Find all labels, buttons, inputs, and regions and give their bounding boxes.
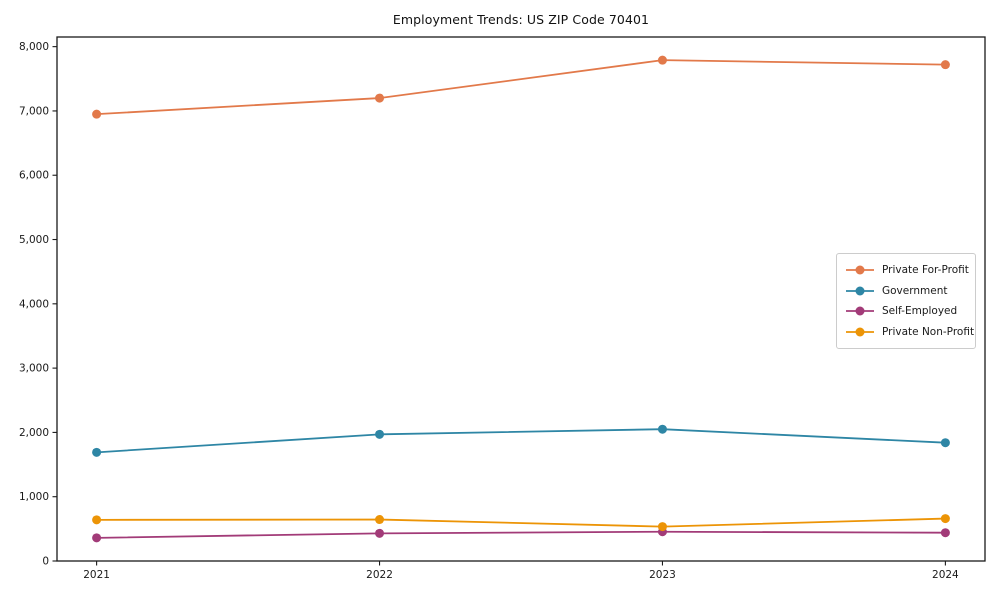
data-point-private-non-profit [375, 515, 385, 525]
data-point-government [375, 429, 385, 439]
y-tick-label: 5,000 [19, 234, 49, 246]
x-tick-label: 2024 [932, 569, 959, 581]
legend-label: Government [882, 284, 948, 297]
y-tick-label: 3,000 [19, 363, 49, 375]
legend-line-marker-icon [846, 306, 874, 316]
series-line-government [96, 428, 946, 454]
legend-item-self-employed: Self-Employed [845, 301, 967, 322]
x-tick-label: 2022 [366, 569, 393, 581]
legend-label: Private Non-Profit [882, 325, 975, 338]
legend-line-marker-icon [846, 327, 874, 337]
legend-line-marker-icon [846, 265, 874, 275]
data-point-private-for-profit [92, 109, 102, 119]
legend: Private For-Profit Government Self-Employe… [836, 253, 976, 349]
data-point-government [940, 438, 950, 448]
series-line-private-for-profit [96, 59, 946, 116]
x-tick-label: 2023 [649, 569, 676, 581]
chart-title: Employment Trends: US ZIP Code 70401 [392, 12, 650, 27]
data-point-private-for-profit [657, 55, 667, 65]
legend-label: Private For-Profit [882, 264, 969, 277]
data-point-private-for-profit [375, 93, 385, 103]
y-tick-label: 0 [42, 556, 49, 568]
y-tick-label: 1,000 [19, 491, 49, 503]
legend-label: Self-Employed [882, 305, 958, 318]
data-point-self-employed [92, 533, 102, 543]
legend-item-private-non-profit: Private Non-Profit [845, 322, 974, 343]
axes-frame [56, 36, 986, 562]
data-point-private-non-profit [92, 515, 102, 525]
y-tick-label: 7,000 [19, 105, 49, 117]
data-point-government [92, 447, 102, 457]
data-point-private-non-profit [657, 522, 667, 532]
data-point-government [657, 424, 667, 434]
data-point-private-non-profit [940, 514, 950, 524]
legend-item-private-for-profit: Private For-Profit [845, 260, 969, 281]
data-point-self-employed [375, 528, 385, 538]
series-line-private-non-profit [96, 517, 946, 528]
x-tick-label: 2021 [83, 569, 110, 581]
y-tick-label: 4,000 [19, 298, 49, 310]
y-tick-label: 6,000 [19, 170, 49, 182]
legend-item-government: Government [845, 281, 967, 302]
y-tick-label: 2,000 [19, 427, 49, 439]
series-line-self-employed [96, 530, 946, 539]
data-point-private-for-profit [940, 60, 950, 70]
legend-line-marker-icon [846, 286, 874, 296]
y-tick-label: 8,000 [19, 41, 49, 53]
data-point-self-employed [940, 528, 950, 538]
